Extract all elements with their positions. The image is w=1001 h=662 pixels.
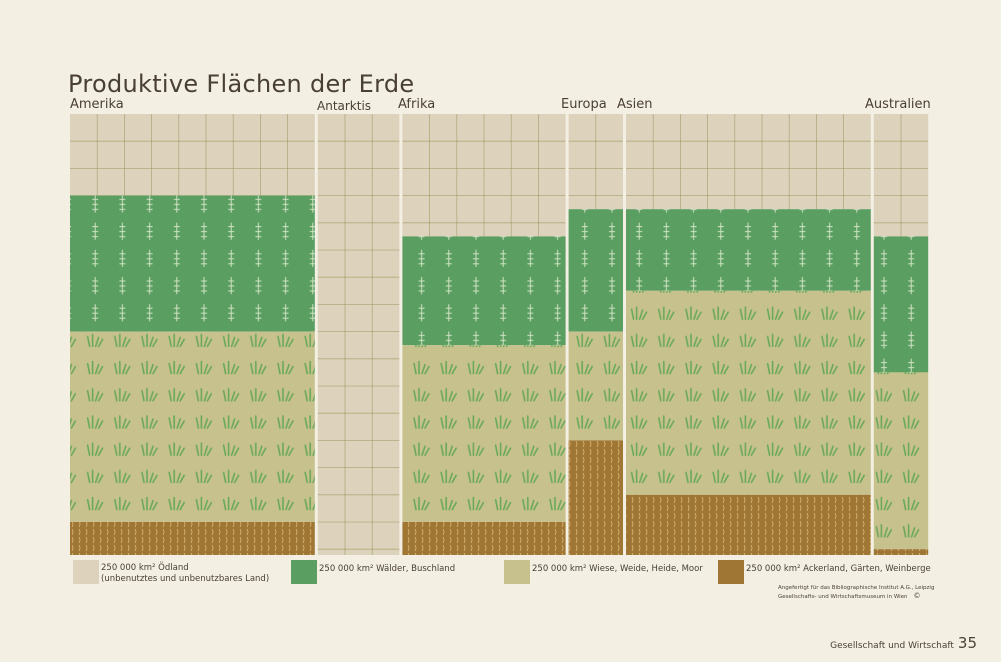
- segment-antarktis-odland: [317, 114, 400, 555]
- label-amerika: Amerika: [70, 97, 124, 112]
- segment-australien-ackerland: [873, 549, 929, 555]
- label-afrika: Afrika: [398, 97, 436, 112]
- segment-asien-odland: [626, 114, 871, 210]
- chart-title: Produktive Flächen der Erde: [68, 70, 415, 98]
- label-asien: Asien: [617, 97, 653, 112]
- column-australien: [873, 114, 929, 555]
- column-asien: [626, 114, 871, 555]
- credit-note: Angefertigt für das Bibliographische Ins…: [778, 585, 935, 600]
- segment-australien-wiese: [873, 372, 929, 550]
- column-antarktis: [317, 114, 400, 555]
- column-afrika: [402, 114, 566, 555]
- page-number: 35: [957, 634, 977, 652]
- segment-afrika-wiese: [402, 345, 566, 522]
- legend-swatch-walder: [291, 560, 317, 584]
- segment-amerika-walder: [70, 195, 315, 332]
- legend-wiese-label: 250 000 km² Wiese, Weide, Heide, Moor: [532, 564, 703, 574]
- legend-swatch-wiese: [504, 560, 530, 584]
- copyright-icon: ©: [913, 592, 921, 600]
- segment-asien-wiese: [626, 290, 871, 495]
- label-antarktis: Antarktis: [317, 99, 372, 113]
- segment-europa-ackerland: [568, 440, 623, 555]
- column-europa: [568, 114, 623, 555]
- legend-swatch-acker: [718, 560, 744, 584]
- legend-swatch-odland: [73, 560, 99, 584]
- page-footer: Gesellschaft und Wirtschaft 35: [830, 634, 977, 652]
- label-australien: Australien: [865, 97, 931, 112]
- segment-asien-walder: [626, 209, 871, 291]
- segment-australien-walder: [873, 236, 929, 373]
- segment-amerika-odland: [70, 114, 315, 196]
- segment-afrika-ackerland: [402, 522, 566, 555]
- legend-odland-label: 250 000 km² Ödland (unbenutztes und unbe…: [101, 563, 270, 584]
- segment-amerika-ackerland: [70, 522, 315, 555]
- segment-afrika-walder: [402, 236, 566, 346]
- segment-asien-ackerland: [626, 494, 871, 555]
- segment-amerika-wiese: [70, 331, 315, 522]
- label-europa: Europa: [561, 97, 607, 112]
- legend-acker-label: 250 000 km² Ackerland, Gärten, Weinberge: [746, 564, 931, 574]
- footer-text: Gesellschaft und Wirtschaft: [830, 641, 954, 651]
- column-amerika: [70, 114, 315, 555]
- legend-walder-label: 250 000 km² Wälder, Buschland: [319, 564, 456, 574]
- segment-europa-walder: [568, 209, 623, 332]
- segment-europa-wiese: [568, 331, 623, 441]
